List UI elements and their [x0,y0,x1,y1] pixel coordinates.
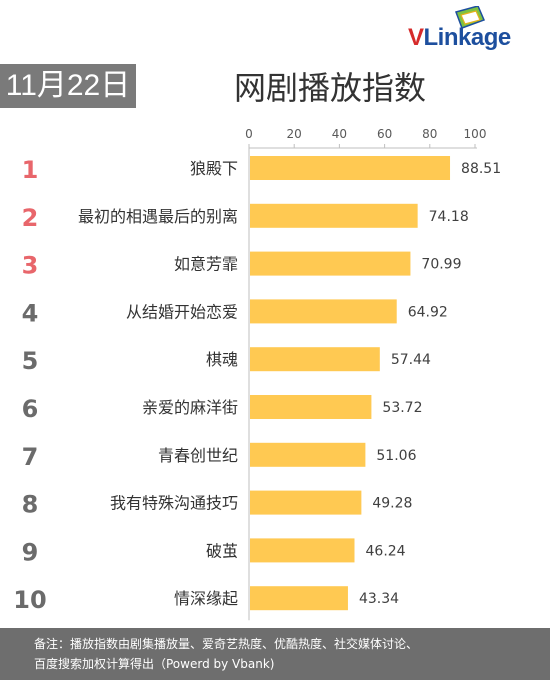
x-tick-label: 80 [422,127,437,141]
page-title: 网剧播放指数 [233,69,426,107]
vlinkage-logo: VLinkage [408,6,538,51]
category-label: 棋魂 [206,350,238,369]
x-tick-label: 0 [245,127,253,141]
rank-label: 7 [22,443,39,471]
bar [250,395,372,419]
rank-label: 3 [22,252,39,280]
rank-label: 1 [22,156,39,184]
bar [250,538,355,563]
value-label: 43.34 [359,591,399,607]
category-label: 最初的相遇最后的别离 [78,207,238,226]
category-label: 如意芳霏 [174,255,238,274]
x-tick-label: 100 [464,127,487,141]
bar [250,203,418,228]
category-label: 我有特殊沟通技巧 [110,494,238,513]
category-label: 狼殿下 [190,159,238,178]
value-label: 70.99 [421,257,461,273]
x-tick-label: 40 [332,127,347,141]
bar-chart: 0 20 40 60 80 100 1 狼殿下 88.51 2 最初的相遇最后的别离 74.18 3 如意… [13,127,501,621]
category-label: 青春创世纪 [158,446,238,465]
rank-label: 8 [22,491,39,519]
category-label: 情深缘起 [174,589,238,608]
value-label: 51.06 [376,448,416,464]
rank-label: 4 [22,299,39,327]
rank-label: 6 [22,395,39,423]
bar [250,251,411,276]
value-label: 88.51 [461,161,501,177]
category-label: 亲爱的麻洋街 [142,398,238,417]
rank-label: 9 [22,538,39,566]
value-label: 53.72 [382,400,422,416]
category-label: 从结婚开始恋爱 [126,302,238,321]
logo-rest: Linkage [423,24,512,51]
bar [250,156,451,180]
footer-line-2: 百度搜索加权计算得出（Powerd by Vbank) [34,657,275,671]
value-label: 46.24 [366,543,406,559]
rank-label: 5 [22,347,39,375]
x-tick-label: 20 [287,127,302,141]
footer-line-1: 备注：播放指数由剧集播放量、爱奇艺热度、优酷热度、社交媒体讨论、 [34,637,419,651]
bar [250,347,380,372]
category-label: 破茧 [206,541,238,560]
bar [250,442,366,467]
bar [250,586,348,611]
bar [250,299,397,324]
bar [250,490,362,515]
value-label: 64.92 [408,304,448,320]
value-label: 57.44 [391,352,431,368]
date-badge: 11月22日 [0,64,136,108]
x-tick-label: 60 [377,127,392,141]
logo-v: V [408,24,424,51]
footer-note: 备注：播放指数由剧集播放量、爱奇艺热度、优酷热度、社交媒体讨论、 百度搜索加权计… [0,628,550,680]
value-label: 49.28 [372,496,412,512]
rank-label: 2 [22,204,39,232]
logo-mark-icon [455,6,486,29]
value-label: 74.18 [429,209,469,225]
rank-label: 10 [13,586,46,614]
